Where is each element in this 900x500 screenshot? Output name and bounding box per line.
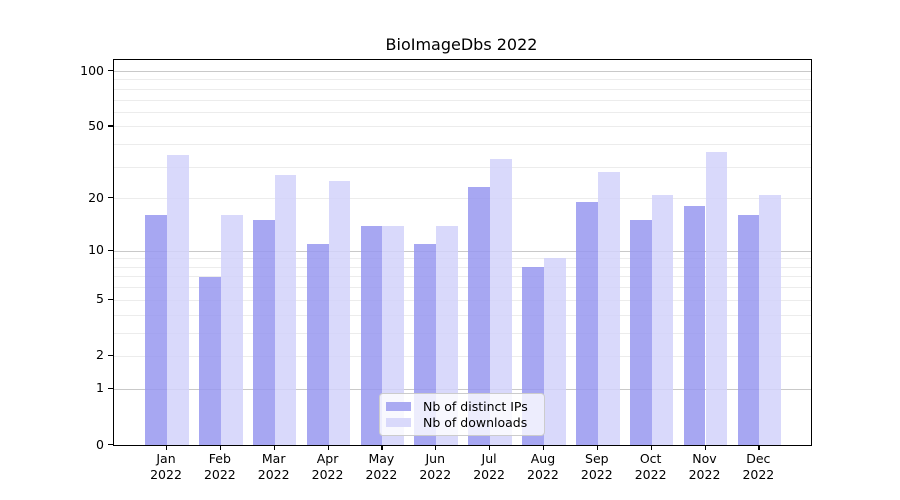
gridline-5 [114,299,811,301]
x-tick-mark-mar [273,445,275,450]
x-tick-mark-oct [650,445,652,450]
gridline-2 [114,355,811,357]
bar-dec-downloads [759,194,782,445]
gridline-30 [114,166,811,168]
y-tick-mark-100 [108,70,113,72]
x-tick-mark-dec [758,445,760,450]
gridline-40 [114,144,811,146]
x-tick-label-may: May 2022 [365,451,398,482]
gridline-100 [114,71,811,72]
bar-apr-downloads [328,180,351,445]
gridline-7 [114,276,811,278]
gridline-60 [114,111,811,113]
y-tick-mark-0 [108,444,113,446]
x-tick-label-oct: Oct 2022 [634,451,667,482]
legend-label-distinct-ips: Nb of distinct IPs [423,398,528,414]
y-tick-label-50: 50 [88,117,104,133]
bar-jan-distinct-ips [145,215,167,445]
x-tick-mark-jun [435,445,437,450]
bar-apr-distinct-ips [306,243,329,445]
bar-nov-distinct-ips [683,206,706,445]
bar-nov-downloads [705,152,728,445]
x-tick-label-jan: Jan 2022 [150,451,182,482]
y-tick-label-5: 5 [96,291,104,307]
x-tick-mark-sep [596,445,598,450]
x-tick-label-mar: Mar 2022 [257,451,290,482]
bar-jul-downloads [490,159,512,445]
y-tick-mark-50 [108,125,113,127]
x-tick-label-apr: Apr 2022 [311,451,344,482]
bar-jul-distinct-ips [468,187,491,445]
legend-item-downloads: Nb of downloads [386,415,536,432]
bar-may-downloads [382,225,405,445]
y-tick-mark-20 [108,197,113,199]
bar-may-distinct-ips [360,225,383,445]
y-tick-label-10: 10 [88,241,104,257]
bar-dec-distinct-ips [737,215,760,445]
gridline-10 [114,250,811,252]
gridline-90 [114,79,811,81]
x-tick-mark-aug [542,445,545,450]
gridline-6 [114,287,811,289]
x-tick-label-nov: Nov 2022 [688,451,721,482]
legend-swatch-downloads [386,418,411,428]
y-tick-label-1: 1 [96,380,104,396]
bar-sep-downloads [597,172,620,445]
bar-feb-distinct-ips [199,276,221,445]
bar-oct-downloads [651,194,674,445]
x-tick-label-dec: Dec 2022 [742,451,775,482]
gridline-3 [114,332,811,334]
x-tick-label-aug: Aug 2022 [527,451,559,482]
x-tick-label-jun: Jun 2022 [419,451,452,482]
bar-feb-downloads [220,215,243,445]
y-tick-mark-5 [108,298,113,300]
y-tick-label-20: 20 [88,189,104,205]
gridline-9 [114,258,811,260]
y-tick-mark-1 [108,387,113,390]
x-tick-mark-feb [219,445,222,450]
bar-sep-distinct-ips [576,202,598,445]
bar-jan-downloads [167,154,189,445]
x-tick-mark-jul [489,445,491,450]
gridline-70 [114,99,811,101]
legend-item-distinct-ips: Nb of distinct IPs [386,398,536,415]
x-tick-mark-nov [704,445,706,450]
gridline-20 [114,198,811,200]
bar-mar-distinct-ips [252,220,275,445]
gridline-80 [114,88,811,90]
bar-aug-downloads [543,258,566,445]
bar-mar-downloads [274,174,297,445]
x-tick-mark-jan [166,445,168,450]
x-tick-label-feb: Feb 2022 [203,451,236,482]
x-tick-label-jul: Jul 2022 [473,451,505,482]
x-tick-mark-apr [327,445,329,450]
legend-label-downloads: Nb of downloads [423,415,528,431]
y-tick-mark-2 [108,354,113,357]
legend: Nb of distinct IPs Nb of downloads [379,393,545,436]
gridline-1 [114,388,811,390]
chart-title: BioImageDbs 2022 [385,35,538,54]
x-tick-mark-may [381,445,383,450]
gridline-4 [114,314,811,316]
legend-swatch-distinct-ips [386,401,411,411]
bar-oct-distinct-ips [629,220,652,445]
y-tick-label-2: 2 [96,347,104,363]
y-tick-mark-10 [108,249,113,251]
y-tick-label-100: 100 [80,62,104,78]
plot-area: Nb of distinct IPs Nb of downloads [113,59,812,446]
y-tick-label-0: 0 [96,436,104,452]
x-tick-label-sep: Sep 2022 [580,451,613,482]
gridline-50 [114,126,811,128]
gridline-8 [114,266,811,268]
bar-jun-downloads [436,225,459,445]
